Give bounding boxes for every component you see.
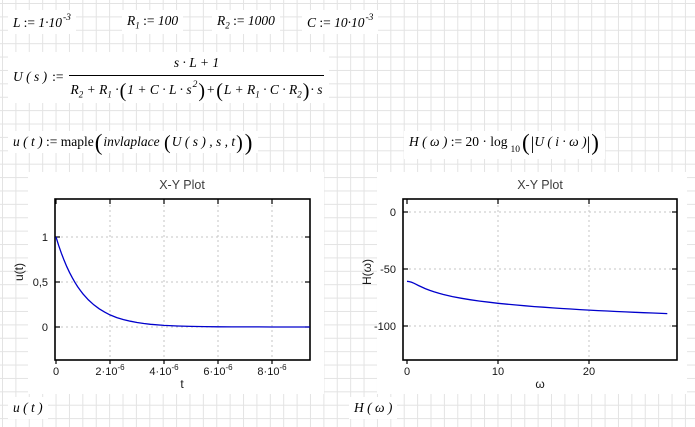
assign-operator: :=: [143, 13, 155, 28]
definition-U-of-s[interactable]: U ( s ) := s · L + 1 R2 + R1 ·(1 + C · L…: [8, 52, 330, 104]
assign-operator: :=: [450, 134, 463, 149]
var-name: C: [307, 15, 317, 30]
x-tick-label: 10: [492, 366, 504, 378]
definition-R2[interactable]: R2 := 1000: [212, 10, 280, 34]
y-tick-label: 0: [42, 322, 48, 334]
x-tick-label: 2·10-6: [95, 363, 125, 378]
y-tick-label: -50: [380, 264, 396, 276]
definition-C[interactable]: C := 10·10-3: [302, 10, 379, 35]
subscript: 1: [135, 20, 140, 31]
paren: ): [236, 131, 243, 154]
x-tick-label: 0: [404, 366, 410, 378]
coefficient: 20 · log: [465, 134, 508, 149]
expression-u-of-t[interactable]: u ( t ): [8, 397, 48, 420]
definition-u-of-t[interactable]: u ( t ) := maple(invlaplace (U ( s ) , s…: [8, 129, 259, 155]
exponent: 2: [192, 80, 198, 91]
numerator: s · L + 1: [68, 54, 325, 77]
x-tick-label: 8·10-6: [257, 363, 287, 378]
value: 1·10: [38, 15, 63, 30]
h-of-omega-trace: [406, 280, 668, 315]
x-tick-label: 0: [53, 366, 59, 378]
definition-R1[interactable]: R1 := 100: [122, 10, 184, 34]
right-plot-title: X-Y Plot: [517, 178, 563, 192]
x-axis-label: ω: [535, 377, 544, 391]
u-of-t-trace: [55, 236, 310, 328]
definition-H-of-omega[interactable]: H ( ω ) := 20 · log10(|U ( i · ω )|): [404, 131, 605, 159]
left-xy-plot[interactable]: X-Y Plot: [12, 178, 311, 391]
paren: (: [119, 80, 127, 103]
abs-bar: |: [586, 132, 591, 153]
expression-text: H ( ω ): [354, 400, 393, 415]
paren: ): [244, 129, 253, 155]
right-xy-plot[interactable]: X-Y Plot 0 -50: [360, 178, 678, 391]
abs-bar: |: [530, 132, 535, 153]
paren: (: [164, 131, 171, 154]
lhs: H ( ω ): [409, 134, 448, 149]
y-tick-label: 1: [42, 232, 48, 244]
exponent: -3: [63, 13, 71, 23]
expression-H-of-omega[interactable]: H ( ω ): [349, 397, 398, 420]
assign-operator: :=: [46, 134, 58, 149]
x-tick-label: 6·10-6: [203, 363, 233, 378]
value: 100: [157, 13, 179, 28]
assign-operator: :=: [233, 13, 245, 28]
left-plot-region-bg: [28, 172, 324, 394]
y-tick-label: 0,5: [33, 277, 48, 289]
paren: ): [198, 80, 206, 103]
lhs: u ( t ): [13, 134, 43, 149]
y-axis-label: H(ω): [360, 259, 374, 285]
var-name: L: [13, 15, 21, 30]
denominator: R2 + R1 ·(1 + C · L · s2)+(L + R1 · C · …: [70, 80, 323, 103]
paren: (: [522, 129, 530, 155]
arguments: U ( s ) , s , t: [171, 134, 236, 149]
x-axis-label: t: [180, 377, 184, 391]
y-axis-label: u(t): [12, 263, 26, 281]
value: 10·10: [334, 15, 365, 30]
assign-operator: :=: [23, 15, 36, 30]
paren: ): [302, 80, 310, 103]
fraction: s · L + 1 R2 + R1 ·(1 + C · L · s2)+(L +…: [68, 54, 325, 103]
assign-operator: :=: [52, 69, 64, 85]
right-plot-region-bg: [377, 172, 687, 394]
function-name: invlaplace: [103, 134, 160, 149]
left-plot-title: X-Y Plot: [159, 178, 205, 192]
y-tick-label: -100: [374, 321, 396, 333]
var-name: R: [127, 13, 136, 28]
right-plot-frame: [402, 198, 678, 361]
value: 1000: [247, 13, 275, 28]
x-tick-label: 20: [583, 366, 595, 378]
lhs: U ( s ): [13, 69, 48, 85]
arguments: U ( i · ω ): [534, 134, 587, 149]
paren: (: [216, 80, 223, 103]
x-tick-label: 4·10-6: [149, 363, 179, 378]
assign-operator: :=: [319, 15, 331, 30]
log-base: 10: [510, 145, 521, 155]
expression-text: u ( t ): [13, 400, 43, 415]
definition-L[interactable]: L := 1·10-3: [8, 10, 76, 35]
var-name: R: [217, 13, 226, 28]
left-plot-frame: [54, 198, 311, 361]
function-name: maple: [60, 134, 94, 149]
paren: (: [94, 129, 103, 155]
subscript: 2: [225, 20, 230, 31]
paren: ): [591, 129, 599, 155]
exponent: -3: [365, 13, 374, 23]
y-tick-label: 0: [390, 207, 396, 219]
